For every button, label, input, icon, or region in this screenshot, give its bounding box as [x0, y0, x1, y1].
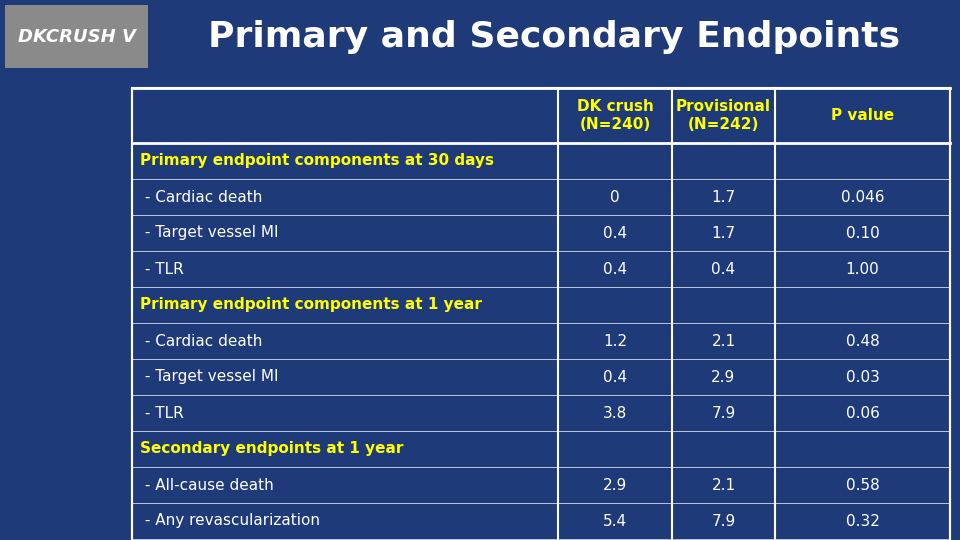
Text: 2.1: 2.1 [711, 477, 735, 492]
Text: - TLR: - TLR [140, 261, 183, 276]
Text: 5.4: 5.4 [603, 514, 627, 529]
Text: - Target vessel MI: - Target vessel MI [140, 226, 278, 240]
Text: 2.1: 2.1 [711, 334, 735, 348]
Text: Primary and Secondary Endpoints: Primary and Secondary Endpoints [208, 20, 900, 54]
Text: 1.2: 1.2 [603, 334, 627, 348]
Text: - Any revascularization: - Any revascularization [140, 514, 320, 529]
Text: 0.046: 0.046 [841, 190, 884, 205]
Text: 0.03: 0.03 [846, 369, 879, 384]
Text: 0.58: 0.58 [846, 477, 879, 492]
Text: 2.9: 2.9 [603, 477, 627, 492]
Text: - All-cause death: - All-cause death [140, 477, 274, 492]
Text: 3.8: 3.8 [603, 406, 627, 421]
Text: 0.48: 0.48 [846, 334, 879, 348]
Text: 1.00: 1.00 [846, 261, 879, 276]
Text: Primary endpoint components at 1 year: Primary endpoint components at 1 year [140, 298, 482, 313]
Text: 0.4: 0.4 [603, 261, 627, 276]
Text: Provisional
(N=242): Provisional (N=242) [676, 99, 771, 132]
Text: 0.06: 0.06 [846, 406, 879, 421]
Text: 0: 0 [611, 190, 620, 205]
Text: - TLR: - TLR [140, 406, 183, 421]
Text: - Cardiac death: - Cardiac death [140, 190, 262, 205]
Text: 0.4: 0.4 [711, 261, 735, 276]
Text: 0.10: 0.10 [846, 226, 879, 240]
Text: 1.7: 1.7 [711, 190, 735, 205]
Text: Secondary endpoints at 1 year: Secondary endpoints at 1 year [140, 442, 403, 456]
Text: - Target vessel MI: - Target vessel MI [140, 369, 278, 384]
Text: 2.9: 2.9 [711, 369, 735, 384]
Text: Primary endpoint components at 30 days: Primary endpoint components at 30 days [140, 153, 494, 168]
Text: 7.9: 7.9 [711, 514, 735, 529]
Text: 0.32: 0.32 [846, 514, 879, 529]
Text: 0.4: 0.4 [603, 226, 627, 240]
Text: 1.7: 1.7 [711, 226, 735, 240]
Text: P value: P value [831, 108, 894, 123]
Text: 7.9: 7.9 [711, 406, 735, 421]
Text: 0.4: 0.4 [603, 369, 627, 384]
Text: - Cardiac death: - Cardiac death [140, 334, 262, 348]
Text: DK crush
(N=240): DK crush (N=240) [577, 99, 654, 132]
Text: DKCRUSH V: DKCRUSH V [17, 28, 135, 45]
